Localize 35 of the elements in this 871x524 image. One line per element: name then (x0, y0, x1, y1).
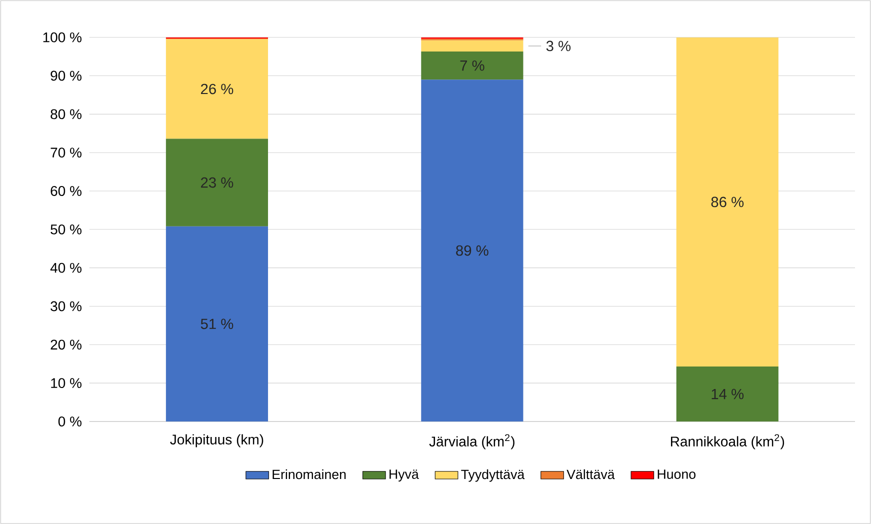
bar (676, 366, 778, 422)
y-tick-label: 10 % (51, 378, 82, 388)
legend-label: Välttävä (566, 469, 615, 480)
legend-label: Huono (658, 469, 696, 479)
x-tick-label: Rannikkoala (km$^{2}$) (671, 434, 784, 450)
data-label: 3 % (546, 40, 571, 52)
y-tick-label: 80 % (50, 109, 82, 120)
data-label: 14 % (712, 388, 744, 400)
y-tick-label: 0 % (58, 416, 82, 426)
data-label: 86 % (711, 196, 744, 208)
y-tick-label: 30 % (50, 301, 82, 312)
bar (166, 138, 268, 226)
bar (421, 51, 524, 80)
data-label: 51 % (200, 318, 234, 329)
x-tick-label: Järviala (km$^{2}$) (429, 434, 514, 450)
y-tick-label: 50 % (50, 224, 82, 234)
y-tick-label: 90 % (50, 70, 82, 81)
bar (166, 39, 268, 139)
data-label: 23 % (200, 177, 234, 188)
y-tick-label: 20 % (50, 340, 82, 350)
y-tick-label: 100 % (43, 32, 82, 42)
data-label: 7 % (460, 60, 484, 71)
data-label: 89 % (456, 245, 488, 256)
legend-label: Erinomainen (272, 469, 346, 480)
bar (676, 37, 778, 366)
legend-label: Hyvä (390, 469, 419, 482)
legend-label: Tyydyttävä (461, 469, 525, 482)
y-tick-label: 60 % (50, 186, 82, 196)
bar (421, 40, 524, 52)
bar (166, 226, 268, 422)
data-label: 26 % (200, 84, 234, 94)
y-tick-label: 70 % (50, 148, 82, 158)
y-tick-label: 40 % (50, 262, 82, 273)
bar (421, 80, 524, 422)
x-tick-label: Jokipituus (km) (170, 434, 264, 448)
